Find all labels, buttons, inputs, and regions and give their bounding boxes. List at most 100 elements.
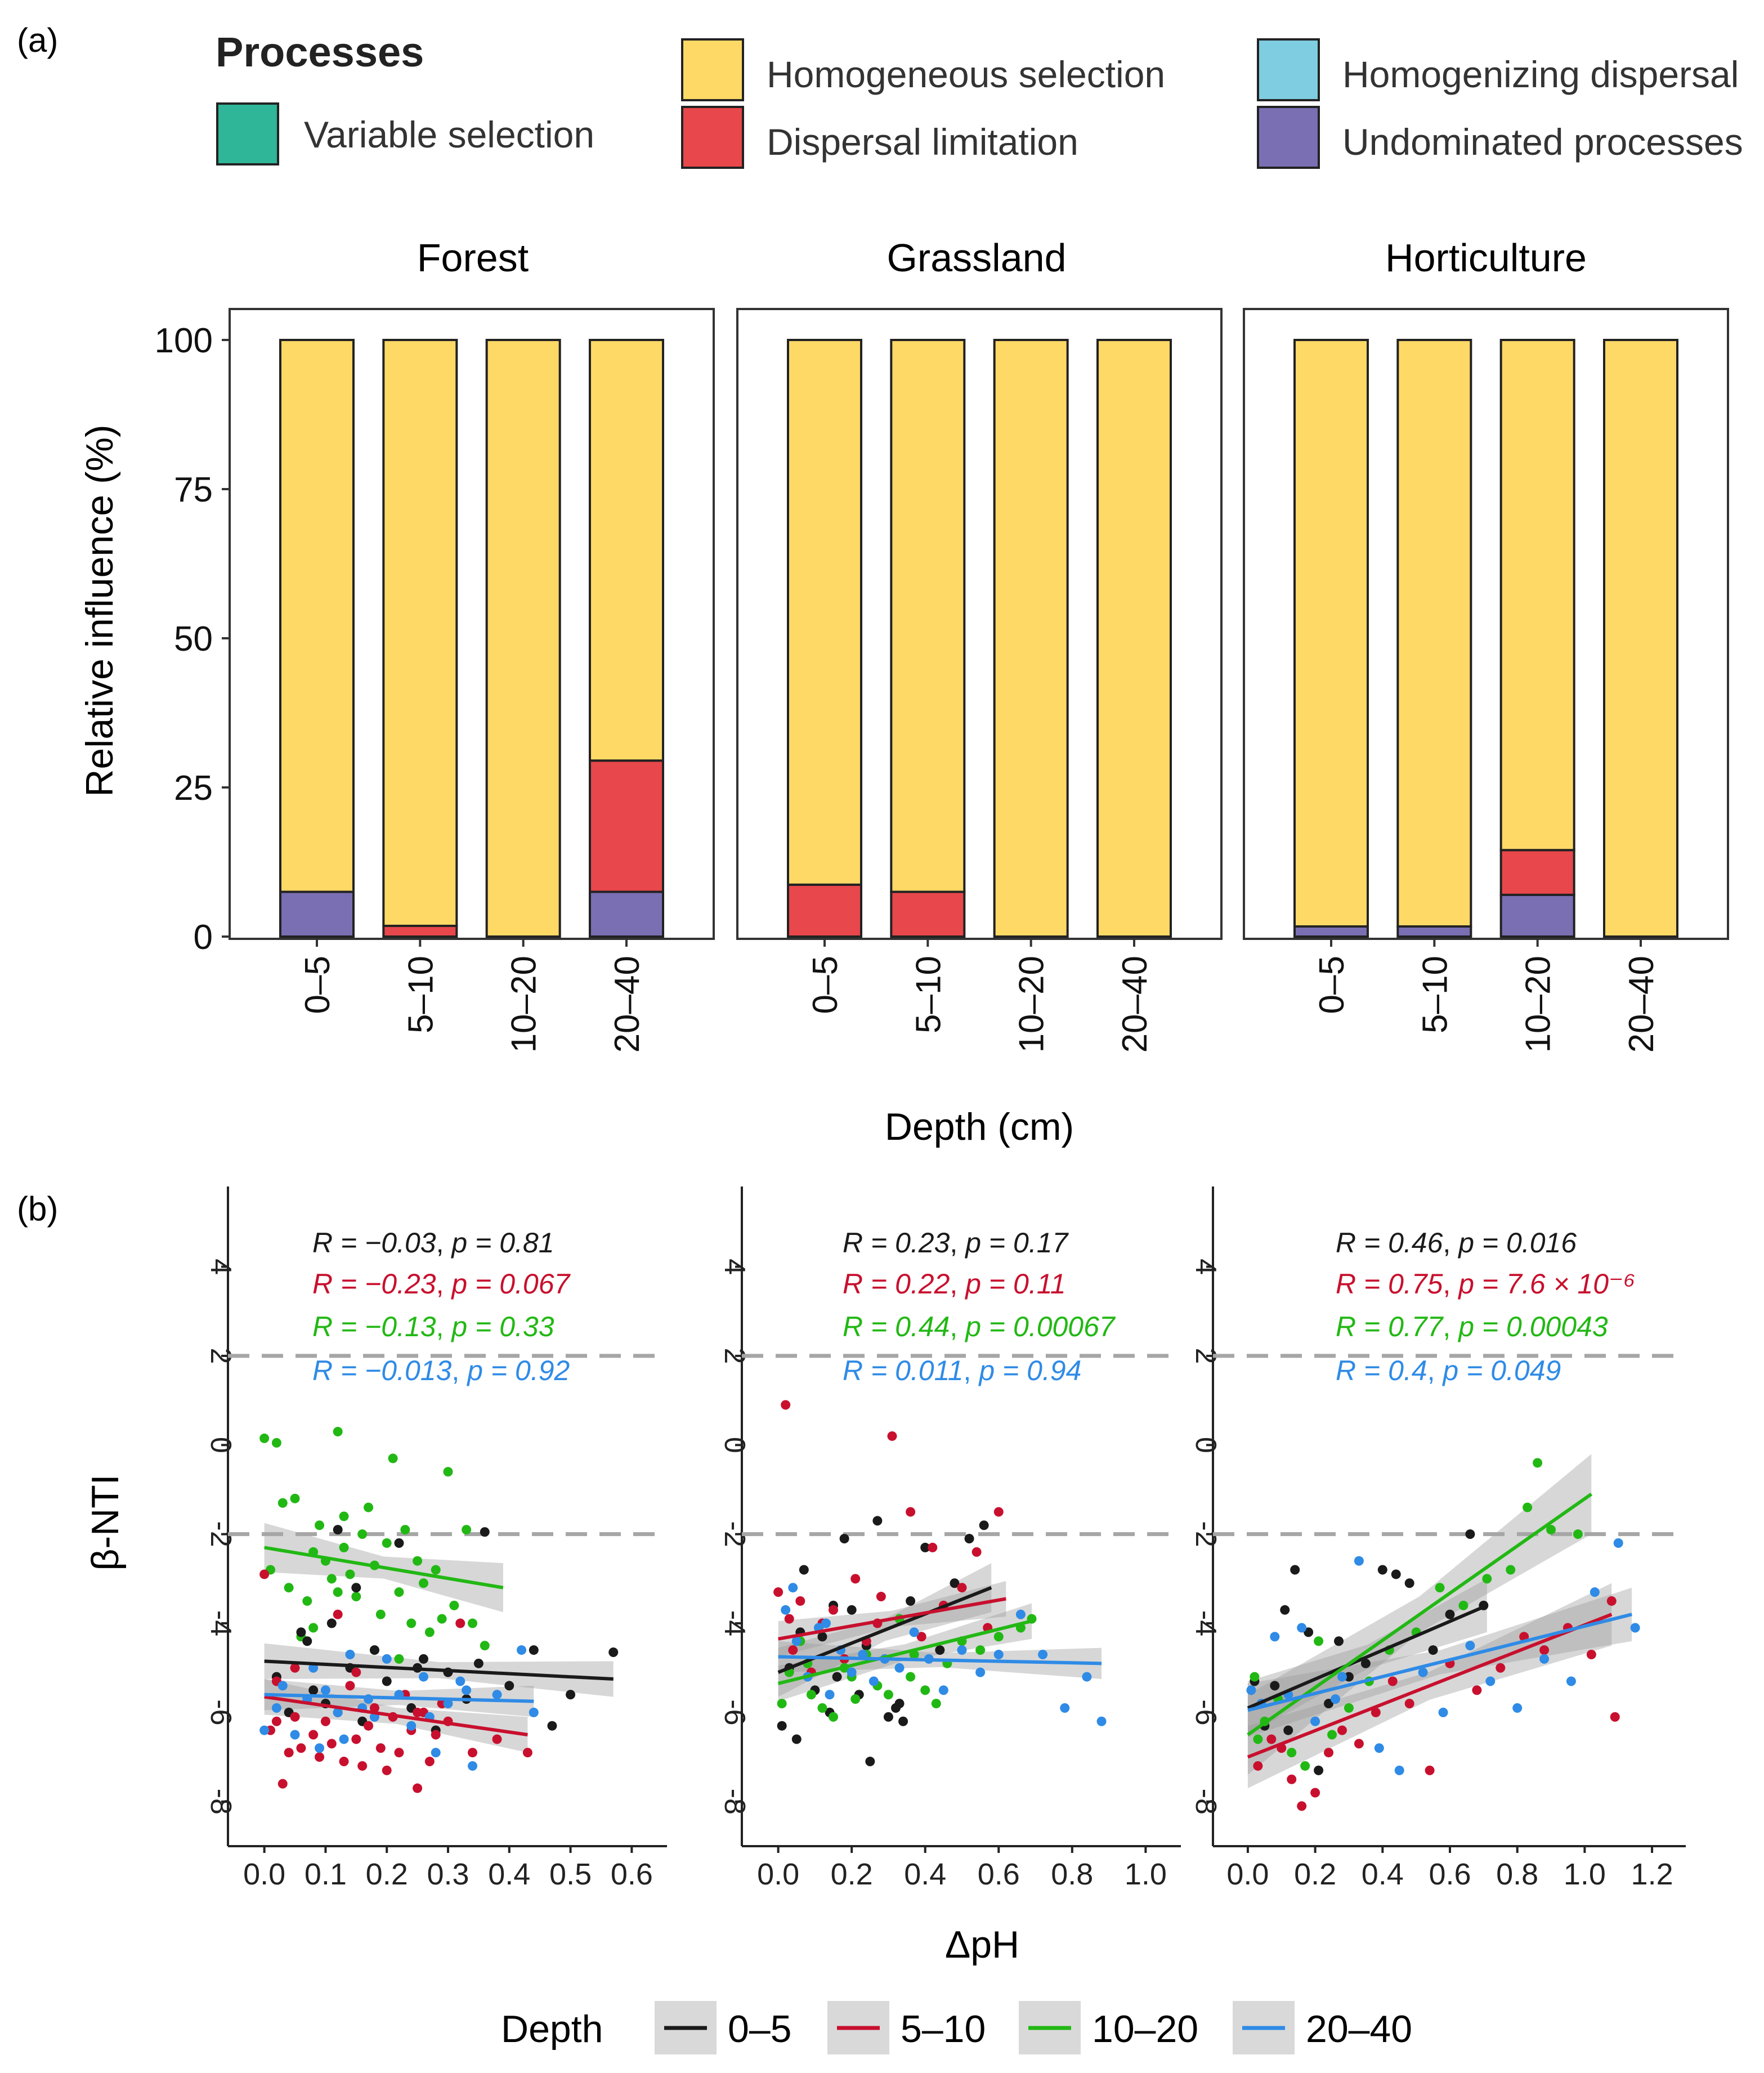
- b-fit-line-2-0: [1247, 1604, 1488, 1710]
- b-xtick-label-1-2: 0.4: [904, 1857, 946, 1891]
- b-stat-2-2: R = 0.77, p = 0.00043: [1336, 1311, 1608, 1342]
- b-point-0-3-11: [382, 1654, 392, 1664]
- b-point-2-1-21: [1610, 1712, 1620, 1722]
- b-point-0-3-2: [277, 1681, 288, 1691]
- legend-swatch-homogenizing-dispersal: [1257, 38, 1320, 101]
- b-point-2-2-5: [1314, 1636, 1324, 1646]
- b-point-0-3-5: [315, 1743, 325, 1753]
- b-stat-r-2-1: R = 0.75: [1336, 1268, 1443, 1300]
- b-point-1-0-17: [920, 1542, 930, 1552]
- b-point-2-0-10: [1360, 1658, 1371, 1668]
- b-ytick-label-1-2: -4: [718, 1610, 751, 1636]
- b-ytick-label-2-0: -8: [1189, 1789, 1222, 1815]
- b-ytick-label-2-2: -4: [1189, 1610, 1222, 1636]
- b-point-1-0-11: [865, 1757, 875, 1767]
- a-ytick-label-3: 75: [174, 471, 213, 509]
- b-point-0-0-38: [333, 1587, 343, 1597]
- b-stat-p-1-0: p = 0.17: [964, 1227, 1069, 1259]
- b-point-0-3-6: [320, 1685, 330, 1695]
- b-stat-2-0: R = 0.46, p = 0.016: [1336, 1227, 1577, 1259]
- b-point-0-0-15: [364, 1502, 374, 1512]
- a-bar-horticulture-0-homogeneous-selection: [1293, 339, 1369, 928]
- b-point-0-1-19: [547, 1721, 557, 1731]
- b-point-0-1-20: [566, 1690, 576, 1700]
- a-xtick-label-0-0: 0–5: [298, 956, 337, 1014]
- b-point-0-3-13: [406, 1721, 417, 1731]
- a-bar-horticulture-1-undominated-processes: [1396, 925, 1472, 938]
- b-point-0-3-18: [468, 1761, 478, 1771]
- b-point-2-1-8: [1354, 1739, 1364, 1749]
- legend-label-dispersal-limitation: Dispersal limitation: [767, 121, 1078, 163]
- b-point-0-3-3: [290, 1730, 300, 1740]
- b-xtick-label-2-6: 1.2: [1631, 1857, 1673, 1891]
- a-bar-grassland-0-dispersal-limitation: [787, 883, 862, 938]
- panel-label-a: (a): [17, 21, 58, 59]
- a-bar-horticulture-3-homogeneous-selection: [1603, 339, 1678, 938]
- b-stat-sep-0-1: ,: [436, 1268, 452, 1300]
- b-point-0-2-17: [364, 1721, 374, 1731]
- b-point-1-1-10: [876, 1592, 886, 1602]
- b-point-1-2-14: [931, 1699, 941, 1709]
- b-point-1-0-19: [950, 1578, 960, 1588]
- b-point-1-0-8: [839, 1534, 849, 1544]
- b-point-0-0-14: [357, 1529, 368, 1539]
- b-point-0-0-9: [326, 1574, 337, 1584]
- legend-swatch-undominated-processes: [1257, 106, 1320, 169]
- b-point-0-3-8: [345, 1649, 355, 1659]
- b-point-0-2-9: [315, 1752, 325, 1762]
- b-point-1-3-6: [847, 1667, 857, 1677]
- b-ytick-label-0-0: -8: [204, 1789, 237, 1815]
- b-fit-line-0-3: [264, 1693, 534, 1703]
- legend-depth-title: Depth: [501, 2008, 603, 2050]
- b-point-1-3-23: [821, 1618, 831, 1628]
- b-point-0-0-31: [284, 1583, 294, 1593]
- b-stat-r-1-3: R = 0.011: [843, 1355, 964, 1386]
- b-point-1-0-12: [872, 1516, 883, 1526]
- b-point-0-0-25: [424, 1627, 435, 1637]
- a-bar-forest-0-undominated-processes: [279, 890, 355, 938]
- b-point-1-1-11: [887, 1431, 897, 1441]
- b-point-0-1-21: [608, 1647, 619, 1658]
- b-xtick-label-0-0: 0.0: [243, 1857, 285, 1891]
- b-point-1-2-18: [993, 1632, 1004, 1642]
- b-xtick-label-2-3: 0.6: [1429, 1857, 1471, 1891]
- b-xtick-label-1-0: 0.0: [757, 1857, 799, 1891]
- a-xtick-label-0-2: 10–20: [505, 956, 544, 1053]
- b-stat-sep-0-3: ,: [451, 1355, 467, 1386]
- b-point-1-2-12: [906, 1672, 916, 1682]
- b-point-1-0-3: [799, 1565, 809, 1575]
- a-bar-forest-3-dispersal-limitation: [589, 759, 664, 893]
- b-point-1-3-19: [1060, 1703, 1070, 1713]
- b-point-1-1-15: [928, 1542, 938, 1552]
- b-point-2-3-15: [1539, 1654, 1550, 1664]
- b-point-0-3-26: [339, 1734, 349, 1744]
- b-point-2-0-12: [1391, 1569, 1401, 1579]
- b-stat-0-0: R = −0.03, p = 0.81: [312, 1227, 554, 1259]
- b-point-1-2-10: [883, 1690, 893, 1700]
- b-point-2-3-16: [1566, 1676, 1576, 1686]
- a-ytick-label-0: 0: [194, 918, 213, 957]
- b-point-0-3-19: [492, 1690, 502, 1700]
- b-point-1-0-2: [791, 1734, 802, 1744]
- b-point-1-0-13: [883, 1712, 893, 1722]
- b-point-0-3-20: [517, 1645, 527, 1655]
- b-point-1-1-1: [781, 1400, 791, 1410]
- b-stat-sep-2-2: ,: [1443, 1311, 1458, 1342]
- b-ytick-label-1-0: -8: [718, 1789, 751, 1815]
- b-point-2-2-0: [1250, 1672, 1260, 1682]
- b-point-0-3-0: [259, 1725, 270, 1735]
- b-point-2-2-13: [1482, 1574, 1492, 1584]
- b-point-0-2-34: [522, 1748, 532, 1758]
- b-point-1-3-18: [1038, 1649, 1048, 1659]
- a-xtick-label-1-2: 10–20: [1013, 956, 1051, 1053]
- b-point-1-3-22: [788, 1583, 798, 1593]
- b-point-0-0-20: [394, 1587, 404, 1597]
- b-point-0-1-2: [296, 1627, 306, 1637]
- b-fit-line-0-0: [264, 1659, 614, 1681]
- b-point-0-1-23: [326, 1618, 337, 1628]
- b-point-0-0-28: [449, 1600, 459, 1610]
- b-point-2-1-12: [1425, 1765, 1435, 1775]
- b-stat-r-0-3: R = −0.013: [312, 1355, 452, 1386]
- b-point-0-3-7: [333, 1707, 343, 1717]
- b-point-2-2-4: [1300, 1761, 1310, 1771]
